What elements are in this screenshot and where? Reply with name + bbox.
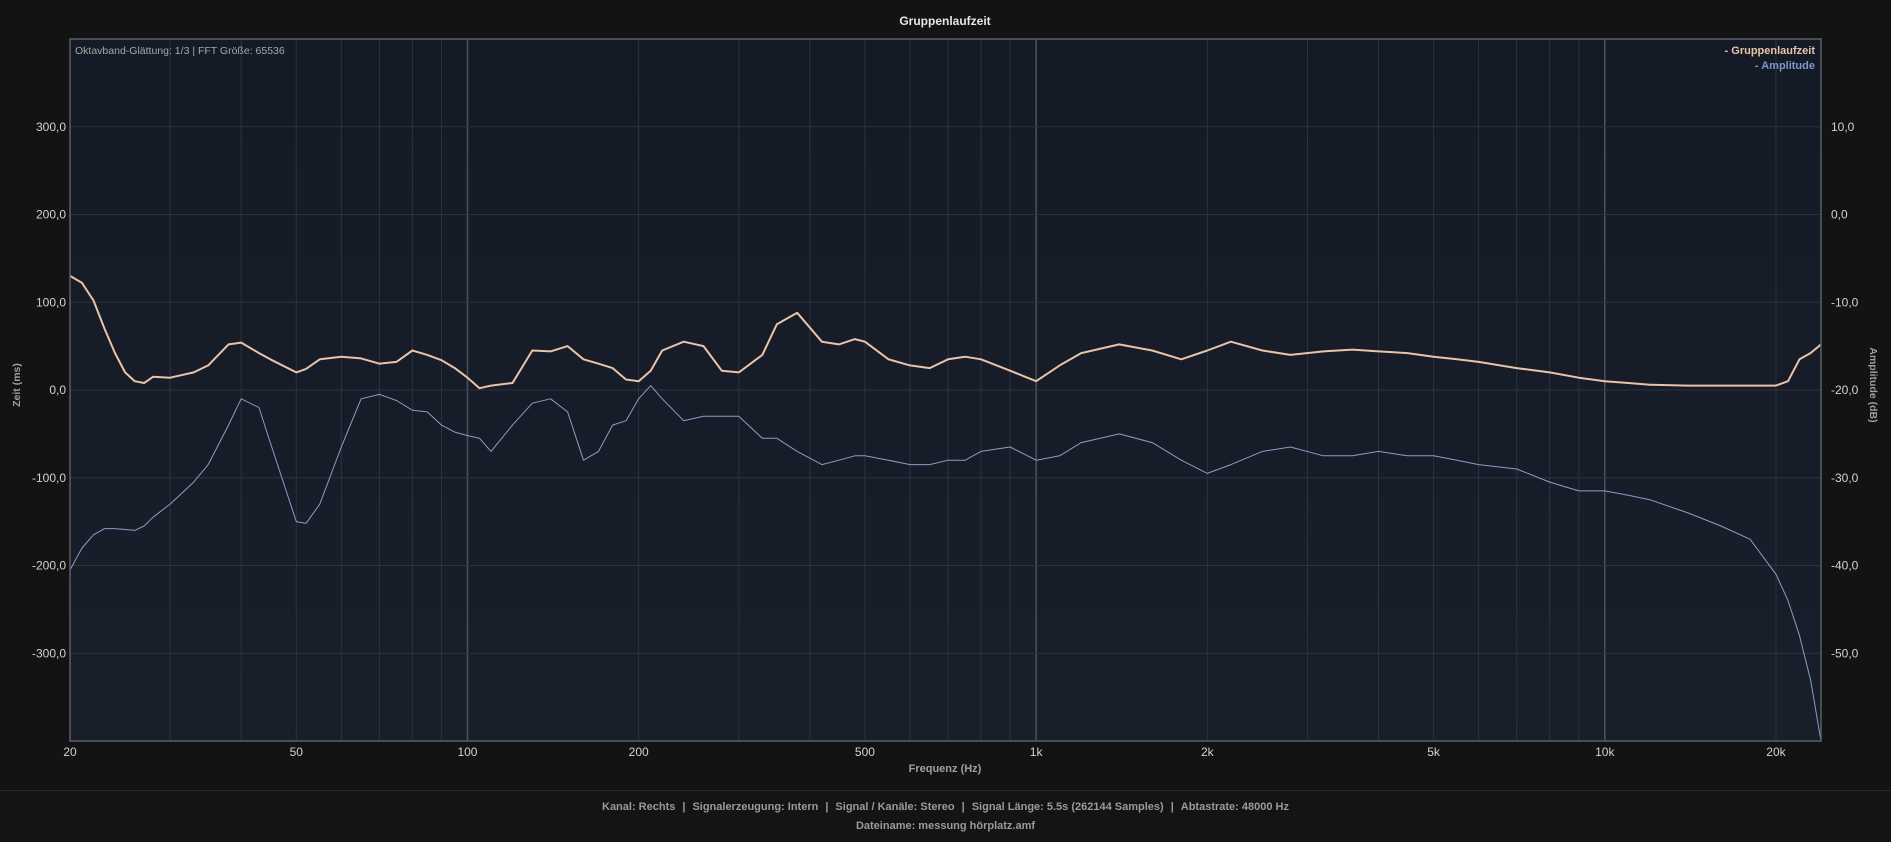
y-left-tick-label: 0,0 (49, 383, 66, 397)
legend: - Gruppenlaufzeit - Amplitude (1725, 45, 1816, 72)
y-left-tick-label: -300,0 (32, 646, 66, 660)
x-tick-label: 500 (855, 745, 875, 759)
x-tick-label: 2k (1201, 745, 1215, 759)
x-tick-label: 20k (1766, 745, 1786, 759)
ticks-layer: 20 50 100 200 500 1k 2k 5k 10k 20k 300,0 200,0 100,0… (32, 120, 1859, 759)
y-right-tick-label: -40,0 (1831, 559, 1859, 573)
legend-item-group-delay[interactable]: - Gruppenlaufzeit (1725, 45, 1816, 57)
chart-annotation: Oktavband-Glättung: 1/3 | FFT Größe: 655… (75, 45, 285, 57)
y-right-tick-label: -30,0 (1831, 471, 1859, 485)
y-right-tick-label: -20,0 (1831, 383, 1859, 397)
y-left-tick-label: 100,0 (36, 295, 66, 309)
y-right-tick-label: -50,0 (1831, 646, 1859, 660)
legend-item-amplitude[interactable]: - Amplitude (1755, 60, 1815, 72)
chart-svg: 20 50 100 200 500 1k 2k 5k 10k 20k 300,0 200,0 100,0… (11, 14, 1879, 775)
footer-signal-generation: Signalerzeugung: Intern (692, 801, 819, 813)
footer-sample-rate: Abtastrate: 48000 Hz (1180, 801, 1289, 813)
y-left-tick-label: -200,0 (32, 559, 66, 573)
y-right-tick-label: 10,0 (1831, 120, 1855, 134)
footer-filename: Dateiname: messung hörplatz.amf (855, 820, 1036, 832)
x-tick-label: 5k (1427, 745, 1441, 759)
y-left-tick-label: -100,0 (32, 471, 66, 485)
y-axis-left-label: Zeit (ms) (11, 363, 23, 407)
x-axis-label: Frequenz (Hz) (909, 763, 982, 775)
footer-signal-channels: Signal / Kanäle: Stereo (835, 801, 955, 813)
y-right-tick-label: 0,0 (1831, 208, 1848, 222)
grid-layer (70, 39, 1821, 741)
y-left-tick-label: 300,0 (36, 120, 66, 134)
footer-signal-length: Signal Länge: 5.5s (262144 Samples) (971, 801, 1164, 813)
x-tick-label: 1k (1030, 745, 1044, 759)
y-right-tick-label: -10,0 (1831, 295, 1859, 309)
x-tick-label: 50 (290, 745, 304, 759)
x-tick-label: 100 (457, 745, 477, 759)
y-axis-right-label: Amplitude (dB) (1867, 347, 1879, 422)
status-footer: Kanal: Rechts | Signalerzeugung: Intern | Si… (0, 790, 1891, 842)
x-tick-label: 200 (629, 745, 649, 759)
x-tick-label: 20 (63, 745, 77, 759)
plot-border (69, 38, 1822, 742)
footer-channel: Kanal: Rechts (602, 801, 676, 813)
series-line-group-delay (70, 274, 1821, 390)
footer-info-line: Kanal: Rechts | Signalerzeugung: Intern | Si… (602, 801, 1289, 813)
chart-container: 20 50 100 200 500 1k 2k 5k 10k 20k 300,0 200,0 100,0… (11, 14, 1879, 775)
series-layer (70, 274, 1821, 741)
y-left-tick-label: 200,0 (36, 208, 66, 222)
series-line-amplitude (70, 385, 1821, 741)
chart-title: Gruppenlaufzeit (899, 14, 990, 28)
x-tick-label: 10k (1595, 745, 1615, 759)
